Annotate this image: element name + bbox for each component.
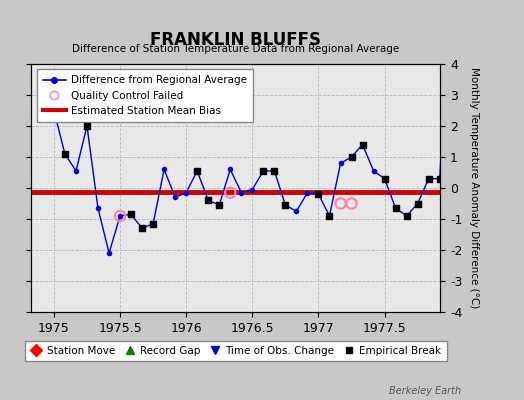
Point [402, 213, 411, 219]
Point [270, 168, 279, 174]
Point [325, 213, 334, 219]
Point [116, 213, 124, 219]
Point [413, 200, 422, 207]
Point [83, 123, 91, 129]
Point [138, 225, 146, 232]
Title: FRANKLIN BLUFFS: FRANKLIN BLUFFS [150, 30, 321, 48]
Point [347, 200, 356, 207]
Point [50, 107, 58, 114]
Point [226, 190, 234, 196]
Point [336, 200, 345, 207]
Point [61, 151, 69, 157]
Point [391, 205, 400, 211]
Point [127, 211, 135, 218]
Point [358, 141, 367, 148]
Point [259, 168, 268, 174]
Point [424, 176, 433, 182]
Point [204, 197, 212, 204]
Point [380, 176, 389, 182]
Point [435, 176, 444, 182]
Text: Berkeley Earth: Berkeley Earth [389, 386, 461, 396]
Point [281, 202, 290, 208]
Point [314, 191, 323, 197]
Point [347, 154, 356, 160]
Point [193, 168, 201, 174]
Legend: Station Move, Record Gap, Time of Obs. Change, Empirical Break: Station Move, Record Gap, Time of Obs. C… [25, 341, 447, 361]
Y-axis label: Monthly Temperature Anomaly Difference (°C): Monthly Temperature Anomaly Difference (… [469, 67, 479, 309]
Point [149, 220, 157, 227]
Point [215, 202, 223, 208]
Text: Difference of Station Temperature Data from Regional Average: Difference of Station Temperature Data f… [72, 44, 399, 54]
